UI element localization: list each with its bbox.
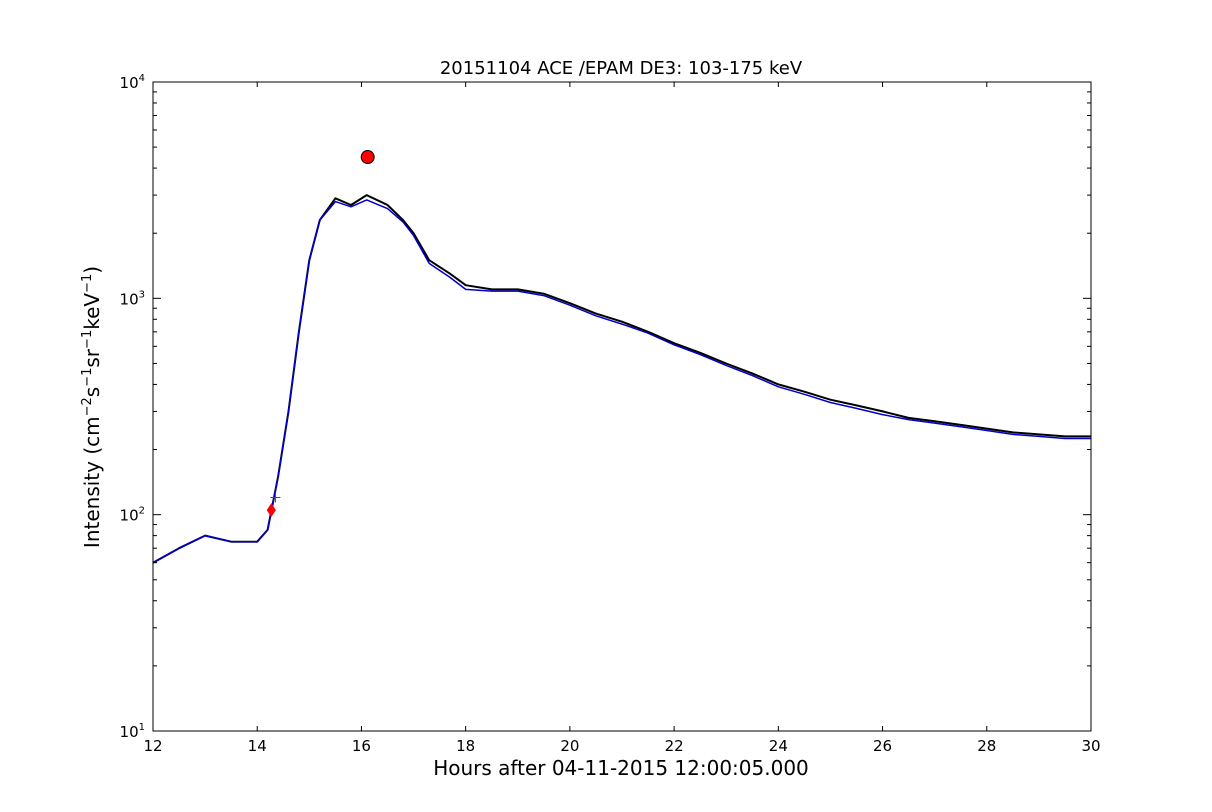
series-line-1 — [152, 199, 1091, 564]
x-axis-label: Hours after 04-11-2015 12:00:05.000 — [433, 756, 809, 780]
x-tick-label: 24 — [769, 737, 788, 755]
x-tick-label: 14 — [248, 737, 267, 755]
plot-frame — [152, 81, 1092, 732]
x-tick-label: 22 — [665, 737, 684, 755]
y-tick-label: 102 — [120, 506, 145, 525]
plot-markers-layer — [266, 150, 375, 517]
x-tick-label: 16 — [352, 737, 371, 755]
y-axis-label: Intensity (cm−2s−1sr−1keV−1) — [80, 266, 104, 548]
y-tick-label: 101 — [120, 722, 145, 741]
x-tick-label: 30 — [1081, 737, 1100, 755]
plus-marker — [270, 492, 281, 503]
x-tick-label: 26 — [873, 737, 892, 755]
x-tick-label: 12 — [143, 737, 162, 755]
plot-series-layer — [152, 194, 1091, 564]
y-tick-label: 103 — [120, 289, 145, 308]
y-axis: 101 102 103 104 — [120, 73, 1091, 741]
onset-marker — [266, 503, 276, 517]
chart-title: 20151104 ACE /EPAM DE3: 103-175 keV — [440, 58, 803, 79]
peak-marker — [360, 150, 375, 165]
x-tick-label: 28 — [977, 737, 996, 755]
y-tick-label: 104 — [120, 73, 145, 92]
x-axis: 12 14 16 18 20 22 24 26 28 30 — [143, 82, 1101, 755]
x-tick-label: 20 — [560, 737, 579, 755]
x-tick-label: 18 — [456, 737, 475, 755]
